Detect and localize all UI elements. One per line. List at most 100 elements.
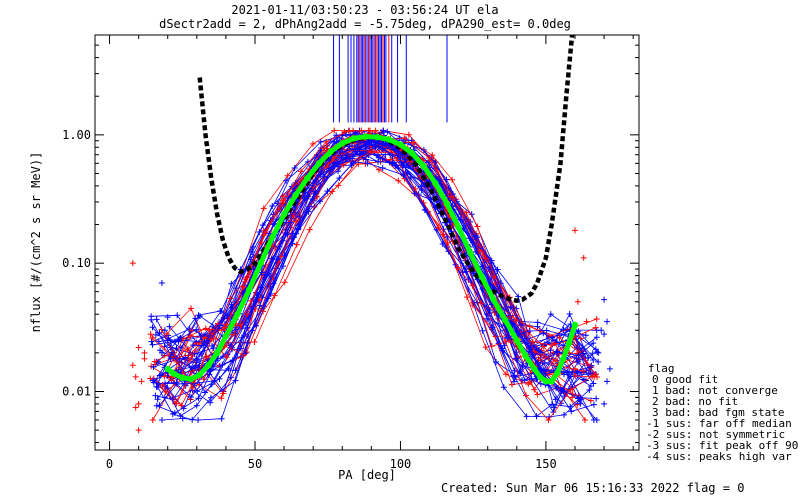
data-point xyxy=(581,416,588,423)
data-point xyxy=(149,341,156,348)
data-point xyxy=(232,367,239,374)
data-point xyxy=(274,200,281,207)
green-fit-point xyxy=(542,378,550,385)
data-point xyxy=(504,334,511,341)
green-fit-point xyxy=(420,162,427,170)
data-point xyxy=(502,337,509,344)
data-point xyxy=(349,155,356,162)
data-point xyxy=(535,360,542,367)
data-point xyxy=(153,383,160,390)
data-point xyxy=(454,264,461,271)
data-point xyxy=(291,165,298,172)
y-tick-label: 0.01 xyxy=(62,384,91,398)
data-point xyxy=(580,350,587,357)
legend-entry: -3 sus: fit peak off 90 xyxy=(646,439,798,452)
data-point xyxy=(179,415,186,422)
data-point xyxy=(590,357,597,364)
data-point xyxy=(336,175,343,182)
blue-edge-points xyxy=(595,296,613,407)
data-point xyxy=(155,338,162,345)
data-point xyxy=(537,380,544,387)
data-point xyxy=(486,307,493,314)
data-point xyxy=(171,410,178,417)
green-fit-point xyxy=(315,160,323,167)
data-point xyxy=(529,338,536,345)
data-point xyxy=(200,376,207,383)
data-point xyxy=(502,371,509,378)
legend-entry: 0 good fit xyxy=(652,373,718,386)
data-point xyxy=(334,160,341,167)
data-point xyxy=(575,328,582,335)
green-fit-point xyxy=(292,191,299,199)
data-point xyxy=(593,395,600,402)
data-point xyxy=(228,280,235,287)
data-point xyxy=(178,402,185,409)
data-point xyxy=(586,386,593,393)
data-point xyxy=(474,223,481,230)
data-point xyxy=(482,344,489,351)
data-point xyxy=(380,127,387,134)
data-point xyxy=(188,394,195,401)
data-point xyxy=(577,335,584,342)
data-point xyxy=(148,338,155,345)
data-point xyxy=(216,375,223,382)
green-fit-point xyxy=(501,316,509,324)
data-point xyxy=(309,140,316,147)
blue-distribution xyxy=(156,136,597,423)
data-point xyxy=(540,330,547,337)
green-fit-point xyxy=(187,375,195,383)
data-point xyxy=(166,323,173,330)
data-point xyxy=(411,143,418,150)
data-point xyxy=(405,131,412,138)
data-point xyxy=(540,343,547,350)
green-fit-point xyxy=(536,373,544,381)
data-point xyxy=(500,384,507,391)
data-point xyxy=(135,400,142,407)
data-point xyxy=(150,363,157,370)
green-fit-point xyxy=(513,337,521,344)
data-point xyxy=(306,226,313,233)
distribution-line xyxy=(156,142,577,392)
data-point xyxy=(290,212,297,219)
green-fit-point xyxy=(179,374,186,381)
green-fit-point xyxy=(565,339,573,346)
data-point xyxy=(482,255,489,262)
y-tick-label: 1.00 xyxy=(62,128,91,142)
x-tick-label: 0 xyxy=(106,457,113,471)
green-fit-point xyxy=(362,133,369,140)
data-point xyxy=(580,368,587,375)
data-point xyxy=(159,416,166,423)
data-point xyxy=(262,229,269,236)
green-fit-point xyxy=(213,349,221,357)
data-point xyxy=(158,349,165,356)
data-point xyxy=(346,143,353,150)
data-point xyxy=(375,140,382,147)
data-point xyxy=(541,359,548,366)
data-point xyxy=(585,369,592,376)
data-point xyxy=(260,205,267,212)
data-point xyxy=(224,312,231,319)
data-point xyxy=(592,324,599,331)
data-point xyxy=(323,138,330,145)
data-point xyxy=(164,337,171,344)
data-point xyxy=(592,371,599,378)
data-point xyxy=(324,188,331,195)
data-point xyxy=(270,221,277,228)
data-point xyxy=(375,166,382,173)
green-fit-point xyxy=(560,355,567,362)
data-point xyxy=(479,327,486,334)
green-fit-point xyxy=(531,365,538,373)
data-point xyxy=(141,349,148,356)
data-point xyxy=(400,161,407,168)
fit-curves xyxy=(164,35,579,385)
data-point xyxy=(193,402,200,409)
green-fit-point xyxy=(269,233,276,241)
data-point xyxy=(601,296,608,303)
data-point xyxy=(237,345,244,352)
data-point xyxy=(425,159,432,166)
data-point xyxy=(331,138,338,145)
data-point xyxy=(531,386,538,393)
green-fit-point xyxy=(280,211,288,218)
data-point xyxy=(281,279,288,286)
